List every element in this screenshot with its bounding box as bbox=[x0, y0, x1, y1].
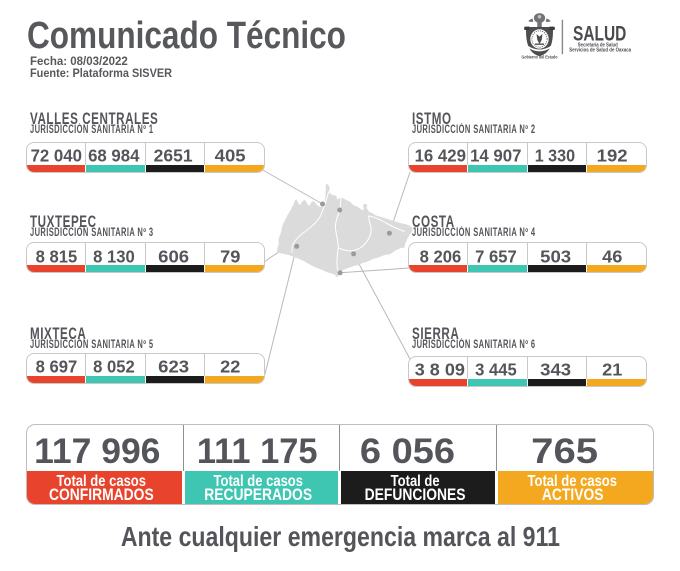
svg-text:Gobierno del Estado: Gobierno del Estado bbox=[522, 55, 558, 60]
svg-text:Secretaría de Salud: Secretaría de Salud bbox=[578, 43, 618, 49]
svg-text:Servicios de Salud de Oaxaca: Servicios de Salud de Oaxaca bbox=[569, 48, 631, 54]
svg-text:SALUD: SALUD bbox=[573, 22, 626, 45]
